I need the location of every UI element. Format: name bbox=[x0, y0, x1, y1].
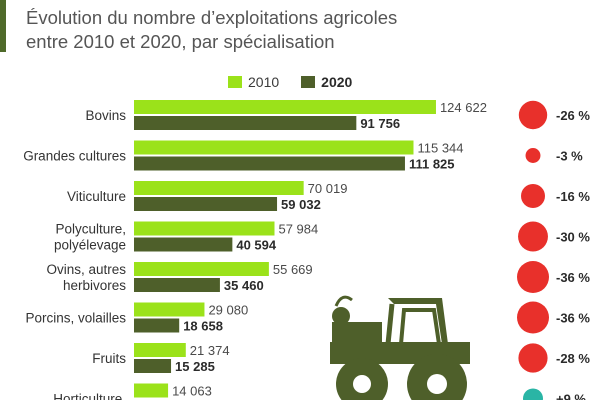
bar-2020 bbox=[134, 156, 405, 171]
change-bubble bbox=[521, 184, 545, 208]
value-label-2020: 18 658 bbox=[183, 319, 223, 334]
bar-2010 bbox=[134, 181, 304, 195]
bar-2010 bbox=[134, 100, 436, 114]
category-label: Polyculture, bbox=[55, 222, 126, 237]
category-label: Porcins, volailles bbox=[25, 311, 126, 326]
value-label-2020: 111 825 bbox=[409, 157, 455, 172]
category-label: herbivores bbox=[63, 278, 126, 293]
change-label: -28 % bbox=[556, 351, 590, 366]
bar-2020 bbox=[134, 116, 357, 130]
bar-2010 bbox=[134, 140, 414, 155]
value-label-2010: 55 669 bbox=[273, 262, 313, 277]
value-label-2010: 57 984 bbox=[278, 222, 318, 237]
change-bubble bbox=[525, 148, 541, 163]
change-bubble bbox=[517, 301, 549, 334]
bar-2020 bbox=[134, 318, 180, 333]
bar-2020 bbox=[134, 278, 220, 292]
change-label: -3 % bbox=[556, 149, 583, 164]
change-bubble bbox=[518, 343, 548, 373]
bar-2010 bbox=[134, 343, 186, 357]
change-label: -26 % bbox=[556, 108, 590, 123]
value-label-2020: 40 594 bbox=[236, 238, 277, 253]
value-label-2010: 115 344 bbox=[417, 141, 463, 156]
category-label: Ovins, autres bbox=[46, 262, 126, 277]
change-label: -36 % bbox=[556, 270, 590, 285]
legend-swatch-2010 bbox=[228, 76, 242, 88]
change-bubble bbox=[523, 388, 543, 400]
change-label: -30 % bbox=[556, 230, 590, 245]
change-bubble bbox=[518, 100, 548, 130]
change-label: -16 % bbox=[556, 189, 590, 204]
chart-legend: 2010 2020 bbox=[228, 74, 374, 90]
category-label: Bovins bbox=[85, 108, 126, 123]
category-label: polyélevage bbox=[54, 238, 126, 253]
legend-swatch-2020 bbox=[301, 76, 316, 88]
change-label: -36 % bbox=[556, 311, 590, 326]
bar-2010 bbox=[134, 221, 275, 236]
change-bubble bbox=[518, 221, 548, 252]
bar-2010 bbox=[134, 383, 169, 398]
legend-item-2010: 2010 bbox=[228, 74, 279, 90]
chart-title-line-2: entre 2010 et 2020, par spécialisation bbox=[26, 31, 335, 52]
chart-title: Évolution du nombre d’exploitations agri… bbox=[26, 6, 586, 54]
change-bubble bbox=[517, 261, 549, 293]
value-label-2010: 70 019 bbox=[308, 181, 348, 196]
bar-2020 bbox=[134, 359, 172, 373]
tractor-icon bbox=[330, 295, 470, 400]
bar-2010 bbox=[134, 302, 205, 317]
chart-title-line-1: Évolution du nombre d’exploitations agri… bbox=[26, 7, 398, 28]
change-label: +9 % bbox=[556, 392, 586, 400]
category-label: Viticulture bbox=[67, 189, 126, 204]
bar-2020 bbox=[134, 237, 233, 252]
value-label-2010: 29 080 bbox=[208, 303, 248, 318]
legend-label-2010: 2010 bbox=[248, 74, 280, 90]
bar-group: Bovins 124 622 91 756 -26 % Grandes cultures… bbox=[23, 100, 590, 400]
value-label-2010: 21 374 bbox=[190, 343, 230, 358]
value-label-2020: 91 756 bbox=[360, 116, 400, 131]
bar-2010 bbox=[134, 262, 269, 276]
legend-label-2020: 2020 bbox=[321, 74, 353, 90]
title-accent-bar bbox=[0, 0, 6, 52]
category-label: Grandes cultures bbox=[23, 149, 126, 164]
value-label-2010: 124 622 bbox=[440, 100, 487, 115]
category-label: Horticulture, bbox=[53, 392, 126, 400]
bar-2020 bbox=[134, 197, 278, 211]
value-label-2010: 14 063 bbox=[172, 384, 212, 399]
legend-item-2020: 2020 bbox=[301, 74, 352, 90]
value-label-2020: 35 460 bbox=[224, 278, 264, 293]
category-label: Fruits bbox=[92, 351, 126, 366]
value-label-2020: 59 032 bbox=[281, 197, 321, 212]
value-label-2020: 15 285 bbox=[175, 359, 215, 374]
